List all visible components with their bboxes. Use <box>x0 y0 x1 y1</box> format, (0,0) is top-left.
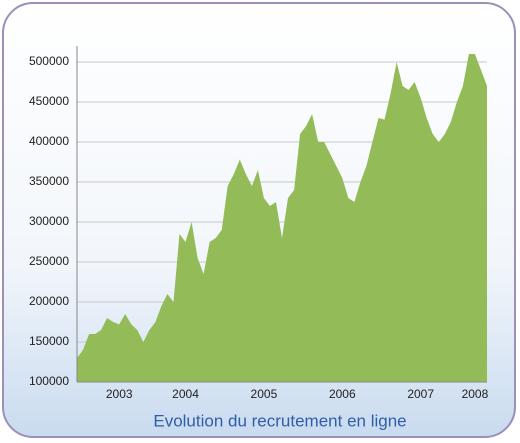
x-tick-label: 2003 <box>106 387 133 401</box>
y-tick-label: 500000 <box>29 54 69 68</box>
y-tick-label: 350000 <box>29 174 69 188</box>
x-tick-label: 2006 <box>329 387 356 401</box>
y-tick-label: 400000 <box>29 134 69 148</box>
x-tick-label: 2005 <box>251 387 278 401</box>
y-tick-label: 200000 <box>29 294 69 308</box>
x-tick-label: 2007 <box>407 387 434 401</box>
y-tick-label: 150000 <box>29 334 69 348</box>
y-tick-label: 450000 <box>29 94 69 108</box>
y-tick-label: 100000 <box>29 374 69 388</box>
x-tick-label: 2004 <box>172 387 199 401</box>
y-tick-label: 300000 <box>29 214 69 228</box>
area <box>77 54 487 382</box>
y-tick-label: 250000 <box>29 254 69 268</box>
chart-title: Evolution du recrutement en ligne <box>153 411 406 430</box>
x-tick-label: 2008 <box>462 387 489 401</box>
